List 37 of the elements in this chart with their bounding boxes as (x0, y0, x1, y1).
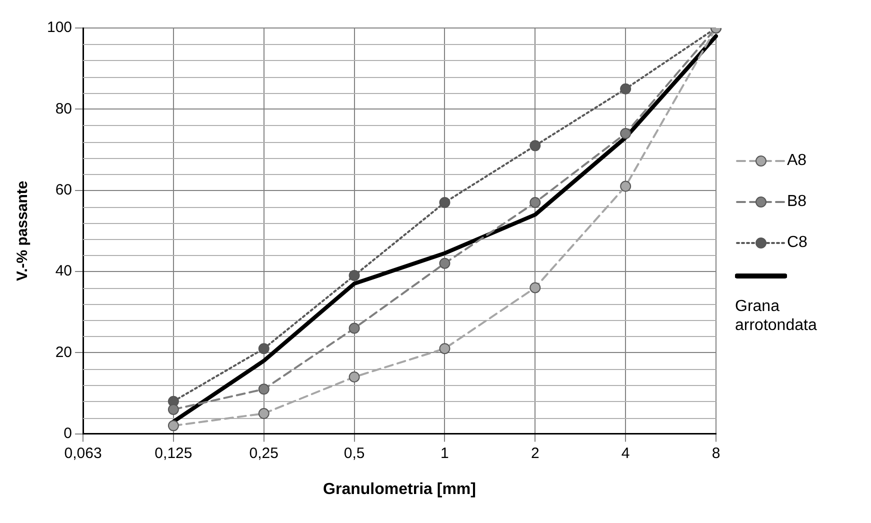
point (620, 128, 632, 140)
point (348, 270, 360, 282)
point (439, 196, 450, 208)
x-tick-label: 8 (712, 444, 720, 462)
point (168, 420, 179, 432)
x-tick-label: 0,25 (249, 444, 278, 462)
point (620, 83, 632, 94)
point (258, 343, 270, 354)
x-tick-label: 2 (530, 444, 540, 462)
x-tick-label: 0,125 (154, 444, 192, 462)
y-tick-label: 20 (55, 344, 72, 361)
x-tick-label: 4 (621, 444, 630, 462)
point (439, 258, 450, 269)
x-tick-label: 0,5 (344, 444, 365, 462)
legend-label: B8 (787, 192, 807, 211)
point (530, 282, 541, 294)
legend-label: C8 (787, 233, 808, 252)
point (168, 404, 179, 415)
point (258, 408, 270, 420)
point (530, 196, 541, 208)
y-tick-label: 100 (46, 19, 72, 36)
point (530, 140, 541, 152)
x-tick-label: 1 (440, 444, 449, 462)
point (348, 371, 360, 382)
y-tick-label: 0 (64, 424, 72, 442)
point (439, 343, 450, 354)
legend-label: A8 (787, 151, 807, 170)
x-tick-label: 0,063 (64, 444, 102, 462)
y-tick-label: 60 (55, 181, 72, 198)
y-axis-title: V.-% passante (14, 180, 32, 282)
point (348, 322, 360, 334)
x-axis-title: Granulometria [mm] (323, 480, 476, 498)
text: Grana arrotondata (735, 297, 818, 335)
point (620, 180, 632, 192)
point (258, 384, 270, 395)
y-tick-label: 40 (55, 262, 72, 280)
y-tick-label: 80 (55, 100, 72, 118)
